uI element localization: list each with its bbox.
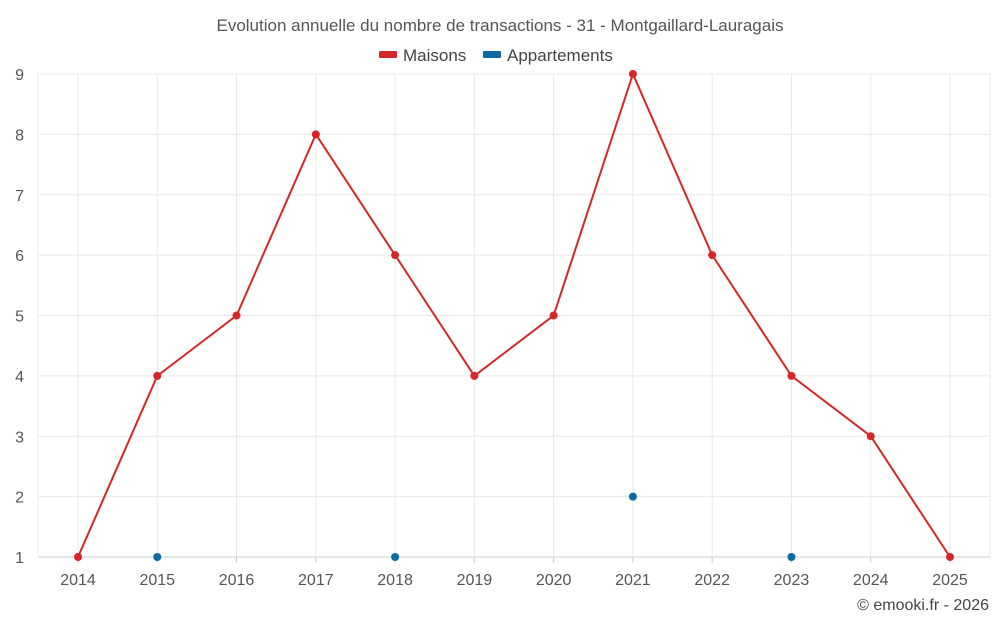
y-axis-ticks: 1 2 3 4 5 6 7 8 9 (15, 67, 24, 567)
y-tick-label: 5 (15, 309, 24, 326)
data-point[interactable] (787, 553, 796, 561)
chart-title: Evolution annuelle du nombre de transact… (216, 16, 783, 35)
data-point[interactable] (946, 553, 954, 561)
data-point[interactable] (549, 311, 558, 320)
y-tick-label: 9 (15, 67, 24, 84)
series-maisons (74, 70, 954, 561)
data-point[interactable] (153, 553, 162, 561)
x-tick-label: 2020 (536, 572, 572, 589)
y-tick-label: 4 (15, 369, 24, 386)
x-tick-label: 2023 (774, 572, 810, 589)
y-tick-label: 8 (15, 127, 24, 144)
legend-swatch (483, 51, 501, 58)
legend-label: Appartements (507, 46, 613, 65)
x-tick-label: 2019 (457, 572, 493, 589)
chart-series (74, 70, 954, 561)
chart-legend: Maisons Appartements (379, 46, 613, 65)
data-point[interactable] (708, 251, 717, 260)
credit-text: © emooki.fr - 2026 (857, 597, 989, 614)
y-tick-label: 6 (15, 248, 24, 265)
data-point[interactable] (391, 553, 400, 561)
y-tick-label: 2 (15, 490, 24, 507)
x-tick-label: 2025 (932, 572, 968, 589)
data-point[interactable] (628, 492, 637, 501)
series-appartements (153, 492, 796, 561)
data-point[interactable] (153, 371, 162, 380)
y-tick-label: 3 (15, 429, 24, 446)
legend-item-appartements[interactable]: Appartements (483, 46, 613, 65)
data-point[interactable] (787, 371, 796, 380)
x-tick-label: 2014 (60, 572, 96, 589)
data-point[interactable] (232, 311, 241, 320)
x-tick-label: 2022 (694, 572, 730, 589)
x-tick-label: 2015 (139, 572, 175, 589)
data-point[interactable] (311, 130, 320, 139)
series-line (77, 71, 951, 558)
x-axis-ticks: 2014 2015 2016 2017 2018 2019 2020 2021 2022 2023… (60, 572, 968, 589)
y-tick-label: 7 (15, 188, 24, 205)
data-point[interactable] (470, 371, 479, 380)
legend-item-maisons[interactable]: Maisons (379, 46, 466, 65)
data-point[interactable] (628, 70, 637, 78)
x-tick-label: 2024 (853, 572, 889, 589)
x-tick-label: 2016 (219, 572, 255, 589)
data-point[interactable] (391, 251, 400, 260)
x-tick-label: 2018 (377, 572, 413, 589)
legend-label: Maisons (403, 46, 466, 65)
data-point[interactable] (74, 553, 82, 561)
x-tick-label: 2017 (298, 572, 334, 589)
legend-swatch (379, 51, 397, 58)
chart-grid (37, 73, 991, 563)
data-point[interactable] (866, 432, 875, 441)
y-tick-label: 1 (15, 550, 24, 567)
x-tick-label: 2021 (615, 572, 651, 589)
